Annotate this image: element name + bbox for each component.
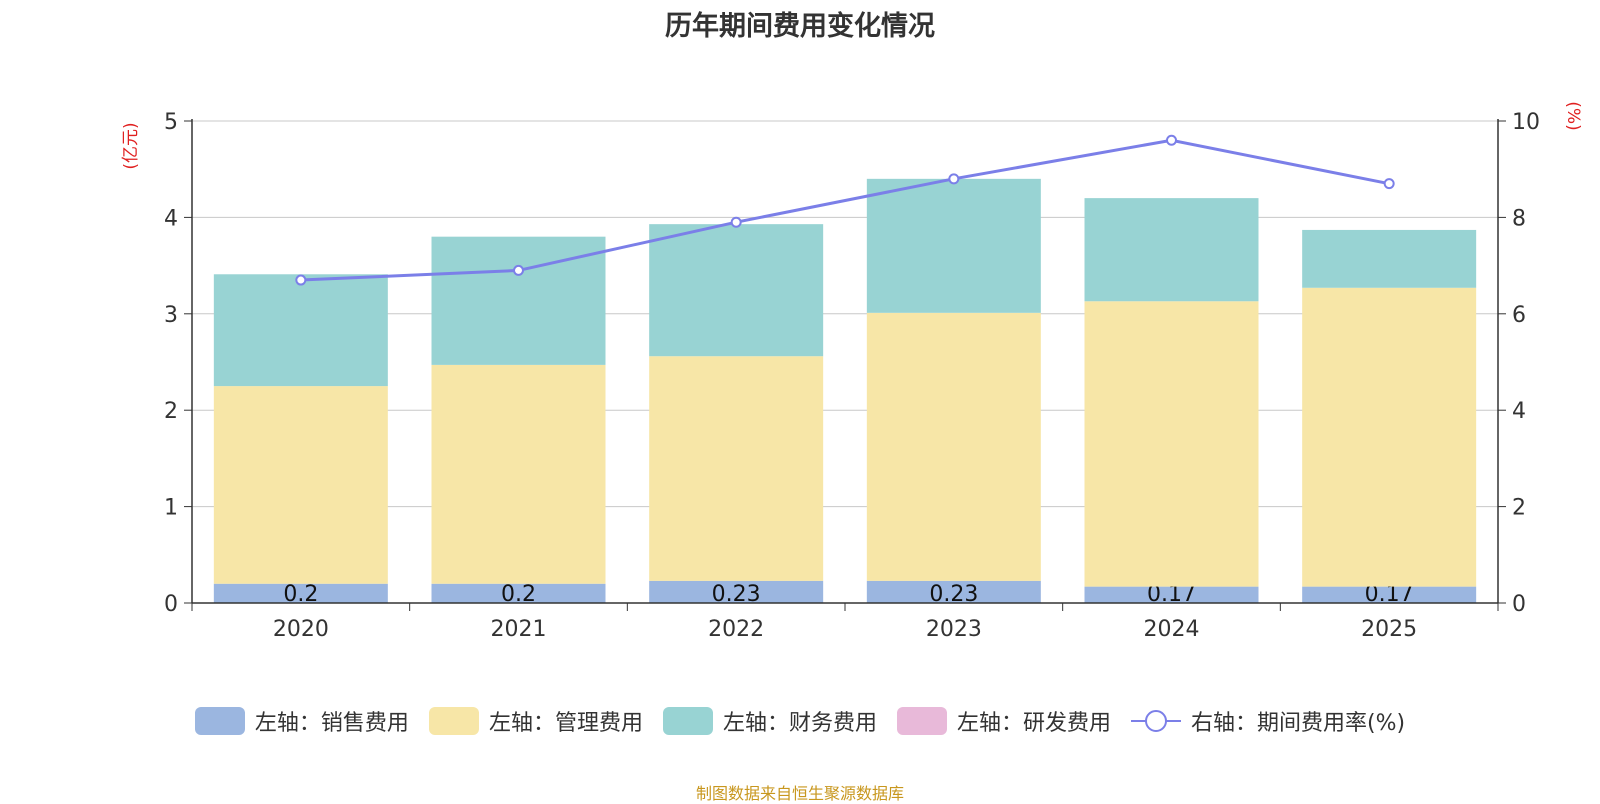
right-tick-label: 8 [1512,206,1526,231]
legend-item-sales[interactable]: 左轴：销售费用 [194,705,409,737]
x-tick-label: 2025 [1361,617,1417,642]
legend-item-admin[interactable]: 左轴：管理费用 [428,705,643,737]
legend-label-finance: 左轴：财务费用 [722,711,877,736]
legend-item-rnd[interactable]: 左轴：研发费用 [896,705,1111,737]
x-tick-label: 2022 [708,617,764,642]
bar-segment-0 [213,583,388,603]
legend: 左轴：销售费用 左轴：管理费用 左轴：财务费用 左轴：研发费用 右轴：期间费用率… [0,705,1600,737]
bar-segment-2 [866,178,1041,313]
rate-line [300,138,1390,282]
legend-item-finance[interactable]: 左轴：财务费用 [662,705,877,737]
rate-point [730,216,742,228]
rate-point [295,274,307,286]
bar-segment-1 [649,356,824,581]
left-axis-unit: (亿元) [121,122,141,169]
legend-item-rate[interactable]: 右轴：期间费用率(%) [1130,705,1406,737]
bar-segment-1 [1084,301,1259,587]
x-tick-label: 2024 [1144,617,1200,642]
bar-segment-2 [1302,229,1477,288]
left-tick-label: 4 [164,206,178,231]
legend-line-marker-icon [1130,710,1181,732]
rate-point [1166,134,1177,146]
left-tick-label: 3 [164,303,178,328]
bar-segment-1 [866,312,1041,581]
legend-swatch-admin [428,707,479,735]
left-tick-label: 0 [164,592,178,617]
legend-label-admin: 左轴：管理费用 [488,711,643,736]
bar-segment-0 [649,580,824,603]
bar-segment-1 [1302,287,1477,587]
right-tick-label: 0 [1512,592,1526,617]
bar-segment-1 [213,386,388,584]
x-tick-label: 2021 [491,617,547,642]
bar-segment-0 [1084,586,1259,603]
bar-segment-0 [431,583,606,603]
right-axis-unit: (%) [1563,101,1583,130]
x-tick-label: 2020 [273,617,329,642]
right-tick-label: 10 [1512,110,1540,135]
right-tick-label: 4 [1512,399,1526,424]
rate-point [513,264,524,276]
bar-segment-2 [213,274,388,387]
left-tick-label: 1 [164,496,178,521]
right-tick-label: 2 [1512,496,1526,521]
legend-swatch-finance [662,707,713,735]
bar-segment-2 [1084,198,1259,302]
chart-title: 历年期间费用变化情况 [665,11,935,42]
legend-label-sales: 左轴：销售费用 [254,711,409,736]
right-tick-label: 6 [1512,303,1526,328]
rate-point [948,173,960,185]
x-tick-label: 2023 [926,617,982,642]
left-tick-label: 2 [164,399,178,424]
legend-swatch-rnd [896,707,947,735]
left-tick-label: 5 [164,110,178,135]
bar-segment-0 [1302,586,1477,603]
legend-label-rate: 右轴：期间费用率(%) [1190,711,1406,736]
legend-swatch-sales [194,707,245,735]
rate-point [1383,178,1395,190]
bar-segment-0 [866,580,1041,603]
bar-segment-2 [649,224,824,357]
bar-segment-1 [431,364,606,584]
data-source-note: 制图数据来自恒生聚源数据库 [695,784,904,803]
legend-label-rnd: 左轴：研发费用 [956,711,1111,736]
